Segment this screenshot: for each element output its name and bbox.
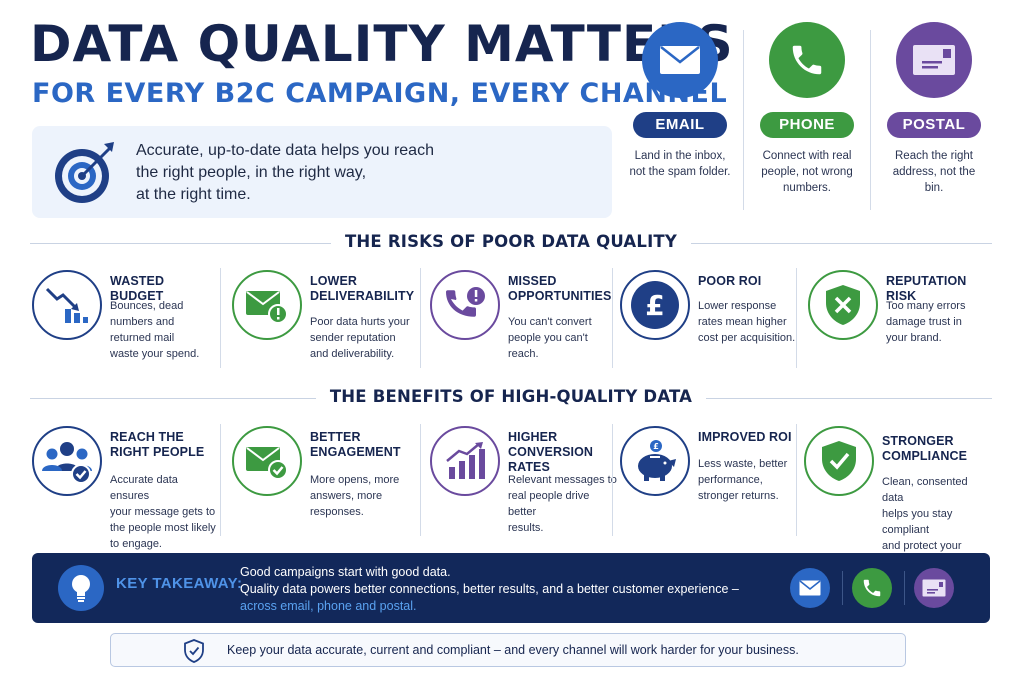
divider	[220, 268, 221, 368]
page-subtitle: FOR EVERY B2C CAMPAIGN, EVERY CHANNEL	[32, 78, 728, 109]
channel-postal-label: POSTAL	[887, 112, 981, 138]
email-check-icon	[232, 426, 302, 496]
card-heading: MISSED OPPORTUNITIES	[508, 274, 612, 303]
piggy-bank-icon: £	[620, 426, 690, 496]
card-body: Poor data hurts your sender reputation and…	[310, 316, 410, 360]
channel-phone-label: PHONE	[760, 112, 854, 138]
card-heading: REACH THE RIGHT PEOPLE	[110, 430, 205, 459]
risk-card-lower-deliverability: LOWER DELIVERABILITY Poor data hurts your…	[230, 270, 420, 380]
divider	[904, 571, 905, 605]
divider	[420, 424, 421, 536]
card-body: Lower response rates mean higher cost per …	[698, 300, 796, 344]
channel-email-label: EMAIL	[633, 112, 727, 138]
channel-phone: PHONE Connect with real people, not wrong…	[747, 22, 867, 196]
card-heading: POOR ROI	[698, 274, 762, 288]
intro-box: Accurate, up-to-date data helps you reac…	[32, 126, 612, 218]
risk-card-poor-roi: £ POOR ROI Lower response rates mean high…	[618, 270, 808, 380]
card-body: Bounces, dead numbers and returned mail was…	[110, 300, 200, 360]
benefit-card-improved-roi: £ IMPROVED ROI Less waste, better perform…	[618, 426, 808, 536]
divider	[743, 30, 744, 210]
divider	[220, 424, 221, 536]
channel-postal-desc: Reach the right address, not the bin.	[892, 150, 976, 194]
card-heading: REPUTATION RISK	[886, 274, 967, 303]
page-title: DATA QUALITY MATTERS	[30, 15, 734, 73]
people-check-icon	[32, 426, 102, 496]
intro-line: Accurate, up-to-date data helps you reac…	[136, 142, 434, 159]
card-body: You can't convert people you can't reach.	[508, 316, 592, 360]
pound-icon: £	[620, 270, 690, 340]
footer-text: Keep your data accurate, current and com…	[227, 643, 799, 657]
divider	[612, 424, 613, 536]
rising-chart-icon	[430, 426, 500, 496]
divider	[796, 424, 797, 536]
svg-text:£: £	[653, 442, 659, 451]
intro-text: Accurate, up-to-date data helps you reac…	[136, 140, 434, 206]
benefits-title: THE BENEFITS OF HIGH-QUALITY DATA	[315, 387, 707, 406]
card-heading: LOWER DELIVERABILITY	[310, 274, 415, 303]
benefit-card-conversion: HIGHER CONVERSION RATES Relevant messages…	[428, 426, 618, 536]
risks-heading: THE RISKS OF POOR DATA QUALITY	[30, 232, 992, 256]
benefit-card-engagement: BETTER ENGAGEMENT More opens, more answers…	[230, 426, 420, 536]
shield-x-icon	[808, 270, 878, 340]
envelope-icon	[790, 568, 830, 608]
card-heading: HIGHER CONVERSION RATES	[508, 430, 594, 474]
risk-card-missed-opportunities: MISSED OPPORTUNITIES You can't convert peo…	[428, 270, 618, 380]
postcard-icon	[896, 22, 972, 98]
key-takeaway-label: KEY TAKEAWAY:	[116, 575, 243, 592]
channel-phone-desc: Connect with real people, not wrong number…	[761, 150, 853, 194]
risk-card-wasted-budget: WASTED BUDGET Bounces, dead numbers and re…	[30, 270, 220, 380]
divider	[842, 571, 843, 605]
key-takeaway-text: Good campaigns start with good data. Qua…	[240, 565, 739, 613]
card-heading: BETTER ENGAGEMENT	[310, 430, 401, 459]
card-body: More opens, more answers, more responses.	[310, 474, 400, 518]
divider	[870, 30, 871, 210]
postcard-icon	[914, 568, 954, 608]
channel-postal: POSTAL Reach the right address, not the bi…	[874, 22, 994, 196]
intro-line: the right people, in the right way,	[136, 164, 367, 181]
channel-email-desc: Land in the inbox, not the spam folder.	[629, 150, 731, 178]
card-body: Too many errors damage trust in your brand…	[886, 300, 966, 344]
card-body: Relevant messages to real people drive be…	[508, 474, 617, 534]
email-warning-icon	[232, 270, 302, 340]
divider	[420, 268, 421, 368]
card-body: Less waste, better performance, stronger r…	[698, 458, 788, 502]
card-body: Accurate data ensures your message gets t…	[110, 474, 216, 550]
target-icon	[55, 142, 114, 203]
phone-icon	[852, 568, 892, 608]
phone-warning-icon	[430, 270, 500, 340]
benefit-card-compliance: STRONGER COMPLIANCE Clean, consented data…	[802, 426, 992, 568]
card-heading: WASTED BUDGET	[110, 274, 165, 303]
divider	[612, 268, 613, 368]
risk-card-reputation-risk: REPUTATION RISK Too many errors damage tr…	[806, 270, 996, 380]
risks-title: THE RISKS OF POOR DATA QUALITY	[330, 232, 692, 251]
envelope-icon	[642, 22, 718, 98]
key-takeaway-banner: KEY TAKEAWAY: Good campaigns start with …	[32, 553, 990, 623]
card-heading: IMPROVED ROI	[698, 430, 792, 444]
shield-check-icon	[184, 639, 204, 663]
footer-banner: Keep your data accurate, current and com…	[110, 633, 906, 667]
benefit-card-reach: REACH THE RIGHT PEOPLE Accurate data ensu…	[30, 426, 220, 550]
declining-chart-icon	[32, 270, 102, 340]
benefits-heading: THE BENEFITS OF HIGH-QUALITY DATA	[30, 387, 992, 411]
shield-check-icon	[804, 426, 874, 496]
card-body: Clean, consented data helps you stay comp…	[882, 476, 968, 568]
phone-icon	[769, 22, 845, 98]
lightbulb-icon	[58, 565, 104, 611]
card-heading: STRONGER COMPLIANCE	[882, 434, 968, 463]
divider	[796, 268, 797, 368]
channel-email: EMAIL Land in the inbox, not the spam fol…	[620, 22, 740, 180]
intro-line: at the right time.	[136, 186, 251, 203]
svg-text:£: £	[645, 289, 664, 322]
